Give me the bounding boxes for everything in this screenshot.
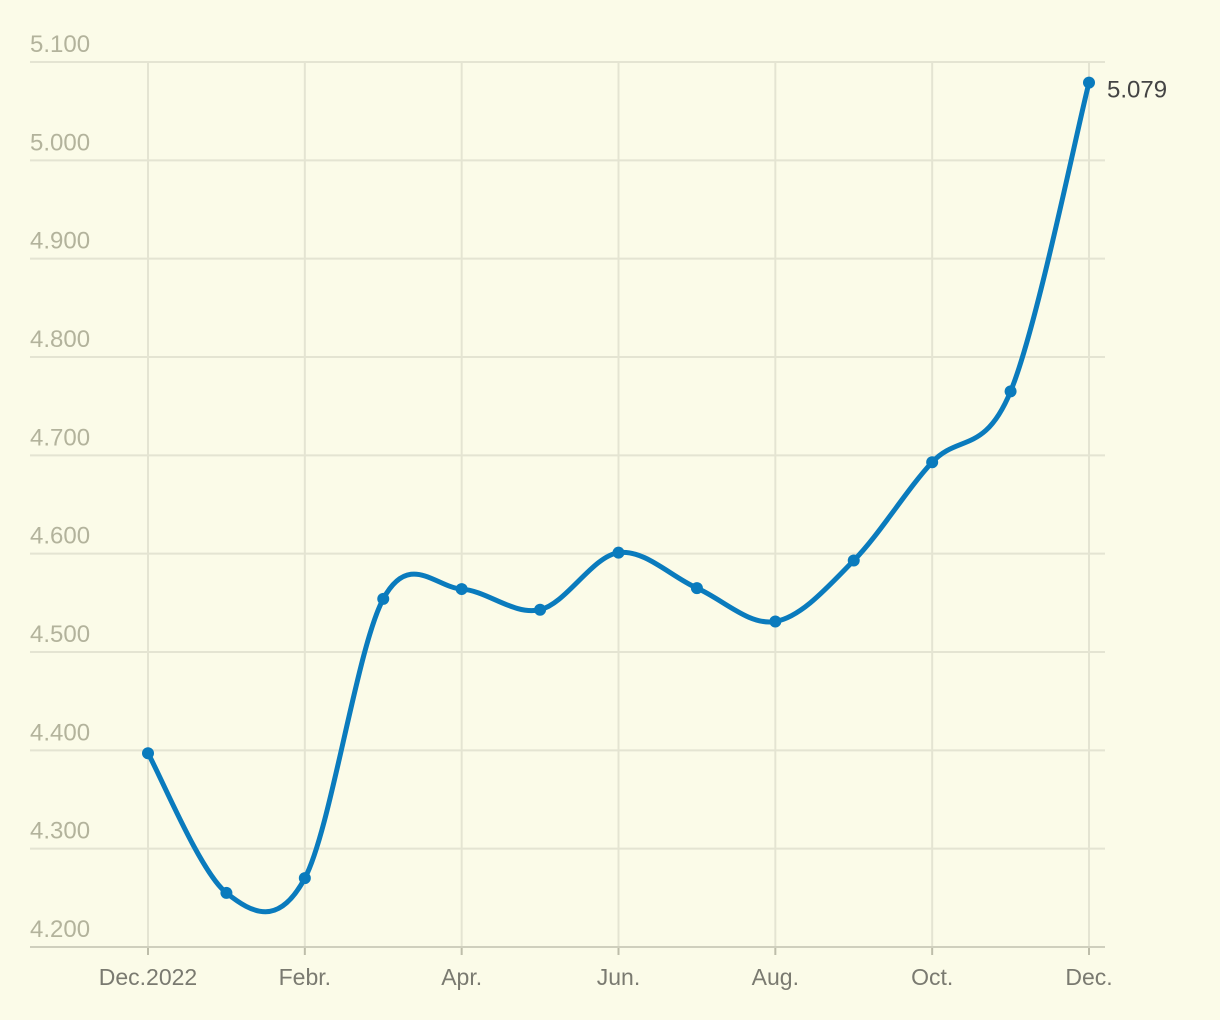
y-tick-label: 5.100 <box>30 31 90 58</box>
x-tick-label: Oct. <box>911 964 953 990</box>
point <box>926 456 939 469</box>
point <box>220 886 233 899</box>
x-tick-label: Dec.2022 <box>99 964 197 990</box>
point <box>847 554 860 567</box>
y-tick-label: 4.900 <box>30 228 90 255</box>
point <box>534 603 547 616</box>
value-label: 5.079 <box>1107 77 1167 104</box>
point <box>455 583 468 596</box>
x-tick-label: Aug. <box>752 964 799 990</box>
y-tick-label: 4.500 <box>30 621 90 648</box>
point <box>612 546 625 559</box>
x-tick-label: Jun. <box>597 964 640 990</box>
y-tick-label: 4.600 <box>30 523 90 550</box>
y-tick-label: 4.400 <box>30 719 90 746</box>
point <box>377 592 390 605</box>
point <box>1004 385 1017 398</box>
point <box>1083 76 1095 89</box>
x-tick-label: Febr. <box>279 964 331 990</box>
y-tick-label: 5.000 <box>30 129 90 156</box>
x-tick-label: Apr. <box>441 964 482 990</box>
point <box>298 872 311 885</box>
y-tick-label: 4.300 <box>30 818 90 845</box>
point <box>142 747 154 760</box>
y-tick-label: 4.700 <box>30 424 90 451</box>
x-tick-label: Dec. <box>1065 964 1112 990</box>
y-tick-label: 4.200 <box>30 916 90 943</box>
point <box>690 582 703 595</box>
y-tick-label: 4.800 <box>30 326 90 353</box>
point <box>769 615 782 628</box>
